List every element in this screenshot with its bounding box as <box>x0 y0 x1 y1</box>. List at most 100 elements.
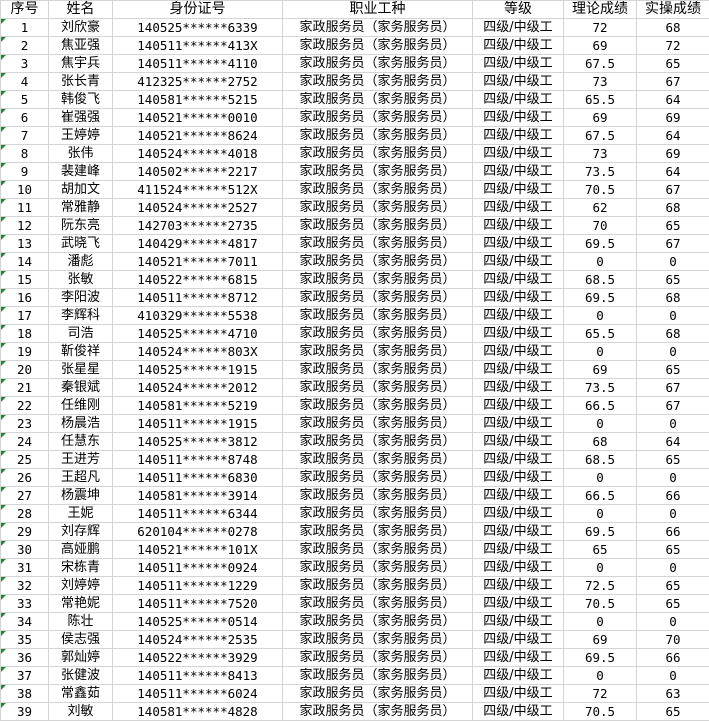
cell-theory-score[interactable]: 65 <box>563 540 637 559</box>
cell-occupation[interactable]: 家政服务员（家务服务员） <box>282 540 473 559</box>
cell-level[interactable]: 四级/中级工 <box>472 414 564 433</box>
cell-practical-score[interactable]: 68 <box>636 18 709 37</box>
cell-level[interactable]: 四级/中级工 <box>472 666 564 685</box>
cell-name[interactable]: 宋栋青 <box>48 558 113 577</box>
cell-id-number[interactable]: 142703******2735 <box>112 216 283 235</box>
cell-seq[interactable]: 8 <box>0 144 49 163</box>
cell-practical-score[interactable]: 0 <box>636 666 709 685</box>
cell-level[interactable]: 四级/中级工 <box>472 54 564 73</box>
cell-theory-score[interactable]: 69.5 <box>563 648 637 667</box>
cell-theory-score[interactable]: 72 <box>563 684 637 703</box>
cell-level[interactable]: 四级/中级工 <box>472 216 564 235</box>
cell-level[interactable]: 四级/中级工 <box>472 450 564 469</box>
cell-level[interactable]: 四级/中级工 <box>472 468 564 487</box>
cell-theory-score[interactable]: 73 <box>563 144 637 163</box>
cell-id-number[interactable]: 140524******2527 <box>112 198 283 217</box>
cell-practical-score[interactable]: 68 <box>636 288 709 307</box>
cell-occupation[interactable]: 家政服务员（家务服务员） <box>282 234 473 253</box>
cell-id-number[interactable]: 140524******2535 <box>112 630 283 649</box>
cell-id-number[interactable]: 140511******413X <box>112 36 283 55</box>
cell-theory-score[interactable]: 69.5 <box>563 288 637 307</box>
cell-practical-score[interactable]: 65 <box>636 360 709 379</box>
cell-seq[interactable]: 12 <box>0 216 49 235</box>
cell-occupation[interactable]: 家政服务员（家务服务员） <box>282 522 473 541</box>
cell-occupation[interactable]: 家政服务员（家务服务员） <box>282 252 473 271</box>
cell-name[interactable]: 刘敏 <box>48 702 113 721</box>
cell-id-number[interactable]: 140521******8624 <box>112 126 283 145</box>
cell-name[interactable]: 王超凡 <box>48 468 113 487</box>
cell-level[interactable]: 四级/中级工 <box>472 684 564 703</box>
cell-name[interactable]: 任维刚 <box>48 396 113 415</box>
cell-theory-score[interactable]: 69 <box>563 360 637 379</box>
cell-occupation[interactable]: 家政服务员（家务服务员） <box>282 270 473 289</box>
cell-practical-score[interactable]: 66 <box>636 486 709 505</box>
cell-name[interactable]: 任慧东 <box>48 432 113 451</box>
cell-id-number[interactable]: 140521******0010 <box>112 108 283 127</box>
cell-seq[interactable]: 36 <box>0 648 49 667</box>
cell-practical-score[interactable]: 69 <box>636 144 709 163</box>
header-seq[interactable]: 序号 <box>0 0 49 19</box>
cell-occupation[interactable]: 家政服务员（家务服务员） <box>282 648 473 667</box>
cell-practical-score[interactable]: 65 <box>636 576 709 595</box>
cell-level[interactable]: 四级/中级工 <box>472 702 564 721</box>
cell-id-number[interactable]: 140511******6830 <box>112 468 283 487</box>
cell-id-number[interactable]: 140511******8413 <box>112 666 283 685</box>
cell-theory-score[interactable]: 62 <box>563 198 637 217</box>
cell-name[interactable]: 刘存辉 <box>48 522 113 541</box>
cell-practical-score[interactable]: 65 <box>636 270 709 289</box>
cell-practical-score[interactable]: 66 <box>636 522 709 541</box>
cell-theory-score[interactable]: 73.5 <box>563 162 637 181</box>
cell-practical-score[interactable]: 67 <box>636 72 709 91</box>
cell-level[interactable]: 四级/中级工 <box>472 648 564 667</box>
cell-id-number[interactable]: 140525******3812 <box>112 432 283 451</box>
cell-name[interactable]: 常艳妮 <box>48 594 113 613</box>
cell-name[interactable]: 刘欣豪 <box>48 18 113 37</box>
cell-name[interactable]: 常鑫茹 <box>48 684 113 703</box>
cell-name[interactable]: 杨晨浩 <box>48 414 113 433</box>
cell-name[interactable]: 阮东亮 <box>48 216 113 235</box>
cell-id-number[interactable]: 140429******4817 <box>112 234 283 253</box>
cell-occupation[interactable]: 家政服务员（家务服务员） <box>282 594 473 613</box>
cell-occupation[interactable]: 家政服务员（家务服务员） <box>282 162 473 181</box>
cell-practical-score[interactable]: 66 <box>636 648 709 667</box>
cell-seq[interactable]: 5 <box>0 90 49 109</box>
cell-theory-score[interactable]: 0 <box>563 252 637 271</box>
cell-seq[interactable]: 7 <box>0 126 49 145</box>
cell-level[interactable]: 四级/中级工 <box>472 486 564 505</box>
cell-id-number[interactable]: 140511******8748 <box>112 450 283 469</box>
cell-theory-score[interactable]: 70.5 <box>563 702 637 721</box>
cell-practical-score[interactable]: 0 <box>636 504 709 523</box>
cell-practical-score[interactable]: 0 <box>636 468 709 487</box>
cell-level[interactable]: 四级/中级工 <box>472 540 564 559</box>
cell-theory-score[interactable]: 68 <box>563 432 637 451</box>
cell-practical-score[interactable]: 72 <box>636 36 709 55</box>
cell-level[interactable]: 四级/中级工 <box>472 180 564 199</box>
cell-id-number[interactable]: 140581******4828 <box>112 702 283 721</box>
cell-theory-score[interactable]: 68.5 <box>563 270 637 289</box>
cell-practical-score[interactable]: 65 <box>636 216 709 235</box>
cell-occupation[interactable]: 家政服务员（家务服务员） <box>282 306 473 325</box>
cell-theory-score[interactable]: 69.5 <box>563 522 637 541</box>
cell-seq[interactable]: 31 <box>0 558 49 577</box>
cell-theory-score[interactable]: 67.5 <box>563 54 637 73</box>
cell-practical-score[interactable]: 65 <box>636 54 709 73</box>
cell-name[interactable]: 王妮 <box>48 504 113 523</box>
cell-level[interactable]: 四级/中级工 <box>472 270 564 289</box>
cell-seq[interactable]: 34 <box>0 612 49 631</box>
cell-seq[interactable]: 24 <box>0 432 49 451</box>
cell-name[interactable]: 武晓飞 <box>48 234 113 253</box>
cell-occupation[interactable]: 家政服务员（家务服务员） <box>282 558 473 577</box>
cell-theory-score[interactable]: 0 <box>563 558 637 577</box>
cell-seq[interactable]: 23 <box>0 414 49 433</box>
cell-name[interactable]: 焦宇兵 <box>48 54 113 73</box>
cell-occupation[interactable]: 家政服务员（家务服务员） <box>282 144 473 163</box>
cell-name[interactable]: 张星星 <box>48 360 113 379</box>
cell-name[interactable]: 胡加文 <box>48 180 113 199</box>
cell-practical-score[interactable]: 65 <box>636 594 709 613</box>
cell-name[interactable]: 高娅鹏 <box>48 540 113 559</box>
cell-occupation[interactable]: 家政服务员（家务服务员） <box>282 90 473 109</box>
cell-id-number[interactable]: 140524******4018 <box>112 144 283 163</box>
cell-occupation[interactable]: 家政服务员（家务服务员） <box>282 486 473 505</box>
cell-occupation[interactable]: 家政服务员（家务服务员） <box>282 126 473 145</box>
cell-level[interactable]: 四级/中级工 <box>472 198 564 217</box>
